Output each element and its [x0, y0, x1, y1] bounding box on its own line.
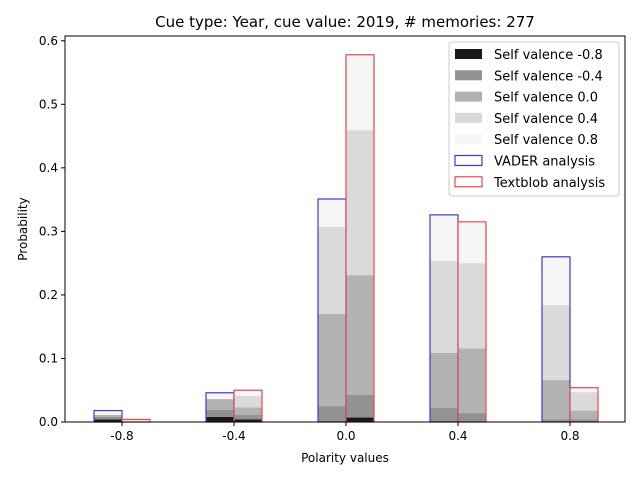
bar-vader-cat4-valence4 — [542, 256, 570, 306]
x-axis: -0.8 -0.4 0.0 0.4 0.8 — [110, 422, 580, 443]
legend-swatch — [454, 154, 483, 167]
bar-vader-cat0-valence2 — [94, 415, 122, 417]
bar-vader-cat2-valence2 — [318, 313, 346, 407]
legend-label: Self valence 0.8 — [494, 133, 598, 148]
bar-vader-cat3-valence1 — [430, 408, 458, 422]
bar-vader-cat0-valence4 — [94, 410, 122, 416]
legend-swatch — [455, 70, 482, 81]
bar-textblob-cat2-valence1 — [346, 394, 374, 418]
bar-vader-cat3-valence3 — [430, 260, 458, 353]
bar-vader-cat4-valence2 — [542, 380, 570, 420]
y-tick-label: 0.1 — [39, 351, 58, 365]
legend-swatch — [455, 91, 482, 102]
bar-textblob-cat2-valence0 — [346, 417, 374, 422]
legend-swatch — [454, 176, 483, 188]
bar-vader-cat2-valence3 — [318, 226, 346, 314]
bar-textblob-cat2-valence3 — [346, 130, 374, 276]
legend-label: Self valence -0.8 — [494, 48, 603, 63]
bar-textblob-cat3-valence4 — [458, 221, 486, 264]
legend-label: Textblob analysis — [493, 176, 605, 191]
y-tick-label: 0.2 — [39, 288, 58, 302]
bar-vader-cat1-valence1 — [206, 409, 234, 417]
y-tick-label: 0.4 — [39, 161, 58, 175]
legend-label: Self valence -0.4 — [494, 69, 603, 84]
bar-textblob-cat4-valence3 — [570, 392, 598, 411]
y-tick-label: 0.0 — [39, 415, 58, 429]
bar-vader-cat2-valence4 — [318, 198, 346, 227]
bar-textblob-cat4-valence2 — [570, 410, 598, 420]
bar-vader-cat0-valence0 — [94, 419, 122, 422]
bars-layer — [93, 54, 599, 423]
bar-vader-cat1-valence2 — [206, 399, 234, 410]
bar-vader-cat3-valence4 — [430, 214, 458, 261]
bar-textblob-cat4-valence1 — [570, 419, 598, 422]
bar-textblob-cat1-valence4 — [234, 390, 262, 396]
bar-textblob-cat2-valence4 — [346, 54, 374, 131]
bar-textblob-cat4-valence4 — [570, 387, 598, 393]
x-tick-label: 0.0 — [336, 429, 355, 443]
plot-area-frame — [64, 35, 626, 423]
legend-label: Self valence 0.0 — [494, 91, 598, 106]
x-tick-label: 0.8 — [560, 429, 579, 443]
bar-textblob-cat1-valence0 — [234, 419, 262, 422]
y-tick-label: 0.6 — [39, 34, 58, 48]
bar-vader-cat3-valence2 — [430, 352, 458, 409]
legend-swatch — [455, 112, 482, 123]
bar-vader-cat2-valence1 — [318, 406, 346, 422]
bar-textblob-cat1-valence3 — [234, 395, 262, 408]
y-axis-label: Probability — [16, 197, 30, 260]
legend: Self valence -0.8 Self valence -0.4 Self v… — [448, 41, 620, 197]
bar-textblob-cat3-valence3 — [458, 263, 486, 349]
bar-vader-cat1-valence0 — [206, 416, 234, 422]
legend-label: Self valence 0.4 — [494, 112, 598, 127]
legend-swatch — [455, 49, 482, 59]
bar-vader-cat4-valence3 — [542, 305, 570, 381]
bar-textblob-cat1-valence1 — [234, 415, 262, 420]
x-tick-label: 0.4 — [448, 429, 467, 443]
bar-textblob-cat0-valence4 — [122, 419, 150, 422]
bar-vader-cat1-valence4 — [206, 392, 234, 400]
y-tick-label: 0.5 — [39, 97, 58, 111]
bar-textblob-cat3-valence1 — [458, 413, 486, 422]
x-axis-label: Polarity values — [301, 451, 389, 465]
chart-title: Cue type: Year, cue value: 2019, # memor… — [155, 13, 535, 31]
bar-vader-cat4-valence1 — [542, 419, 570, 422]
x-tick-label: -0.8 — [110, 429, 133, 443]
legend-swatch — [455, 134, 482, 145]
y-axis: 0.0 0.1 0.2 0.3 0.4 0.5 0.6 — [39, 34, 65, 429]
bar-textblob-cat1-valence2 — [234, 407, 262, 416]
bar-textblob-cat3-valence2 — [458, 348, 486, 414]
x-tick-label: -0.4 — [222, 429, 245, 443]
legend-box — [448, 41, 620, 197]
legend-label: VADER analysis — [494, 155, 595, 170]
y-tick-label: 0.3 — [39, 224, 58, 238]
bar-vader-cat0-valence1 — [94, 416, 122, 420]
bar-textblob-cat2-valence2 — [346, 275, 374, 395]
